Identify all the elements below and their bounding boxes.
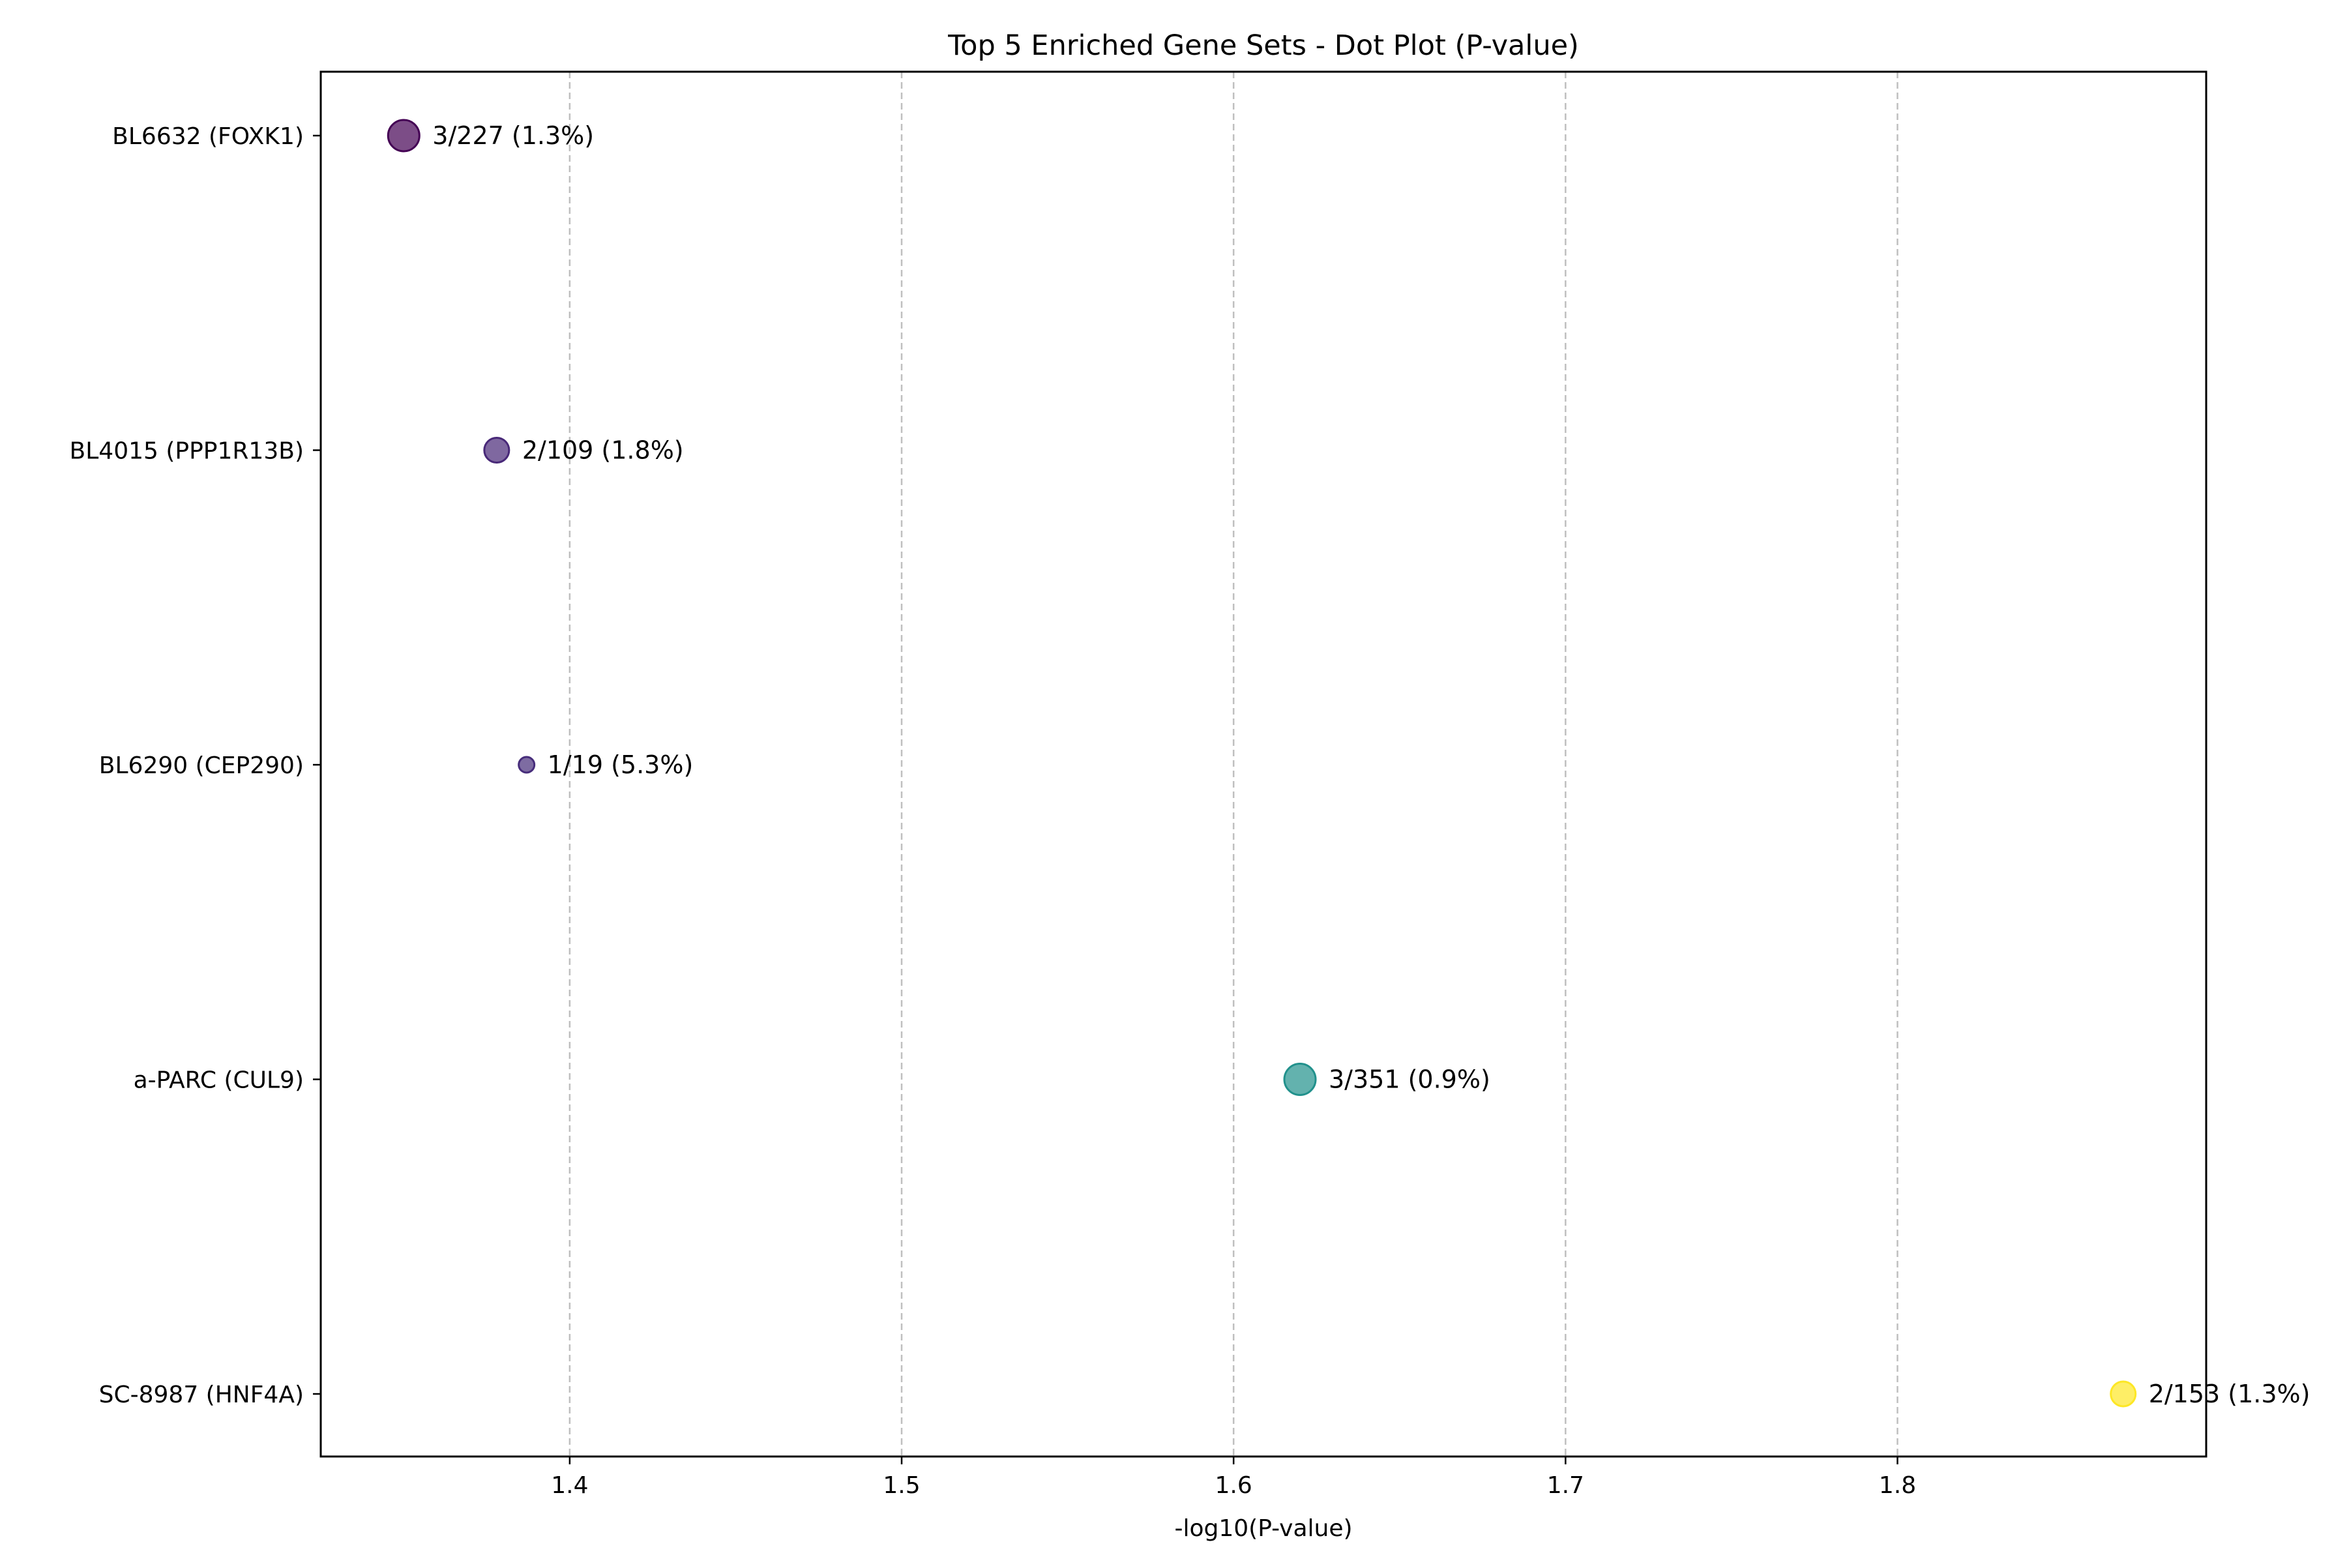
x-tick-label: 1.5 [883,1472,920,1499]
x-tick-label: 1.8 [1879,1472,1916,1499]
x-tick-label: 1.4 [551,1472,588,1499]
point-label: 2/109 (1.8%) [522,436,684,465]
point-label: 3/351 (0.9%) [1329,1065,1490,1094]
point-label: 3/227 (1.3%) [432,121,594,150]
y-tick-label: a-PARC (CUL9) [134,1067,304,1094]
data-point [387,119,421,153]
y-tick-label: BL6290 (CEP290) [99,752,304,779]
data-point [2110,1380,2137,1408]
x-axis-label: -log10(P-value) [1174,1515,1352,1542]
x-axis-ticks: 1.4 1.5 1.6 1.7 1.8 [551,1457,1916,1499]
y-tick-label: SC-8987 (HNF4A) [99,1382,304,1408]
y-tick-label: BL4015 (PPP1R13B) [70,438,304,465]
point-labels: 3/227 (1.3%) 2/109 (1.8%) 1/19 (5.3%) 3/351… [432,121,2310,1408]
grid-lines [568,72,1898,1457]
point-label: 1/19 (5.3%) [548,750,694,779]
chart-title: Top 5 Enriched Gene Sets - Dot Plot (P-v… [947,29,1579,62]
data-point [483,437,510,464]
y-tick-label: BL6632 (FOXK1) [112,123,304,150]
x-tick-label: 1.6 [1215,1472,1252,1499]
point-label: 2/153 (1.3%) [2149,1380,2310,1408]
data-points [387,119,2137,1408]
plot-area-frame [319,70,2207,1458]
data-point [518,756,536,774]
y-axis-ticks: BL6632 (FOXK1) BL4015 (PPP1R13B) BL6290 (C… [70,123,321,1408]
data-point [1283,1063,1317,1096]
x-tick-label: 1.7 [1547,1472,1584,1499]
